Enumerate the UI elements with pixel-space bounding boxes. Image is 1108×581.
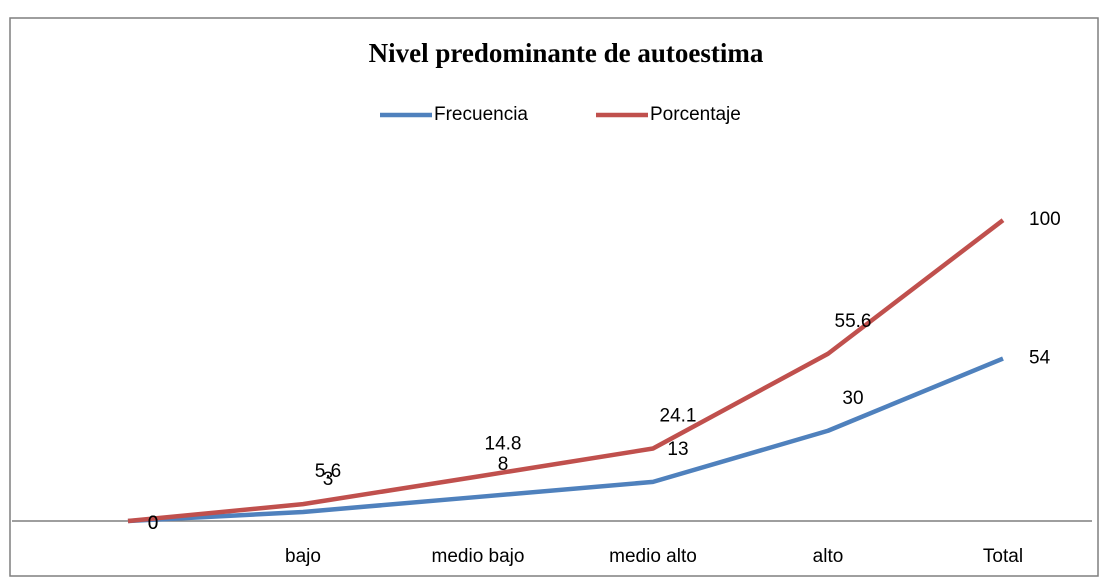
data-label: 55.6 (835, 311, 872, 332)
chart-frame (9, 17, 1099, 577)
chart-title: Nivel predominante de autoestima (369, 38, 764, 68)
legend-label: Frecuencia (434, 104, 528, 125)
x-tick-label: medio alto (609, 546, 697, 567)
data-label: 0 (148, 513, 159, 534)
data-label: 3 (323, 469, 334, 490)
data-label: 54 (1029, 348, 1051, 369)
x-tick-label: bajo (285, 546, 321, 567)
data-label: 100 (1029, 209, 1061, 230)
x-tick-label: medio bajo (432, 546, 525, 567)
data-label: 8 (498, 454, 509, 475)
legend-label: Porcentaje (650, 104, 741, 125)
series-line (127, 218, 1005, 524)
series-line (127, 356, 1004, 524)
x-tick-label: alto (813, 546, 844, 567)
x-tick-label: Total (983, 546, 1023, 567)
data-label: 24.1 (660, 406, 697, 427)
data-label: 5.6 (315, 461, 341, 482)
data-label: 14.8 (485, 433, 522, 454)
data-label: 13 (667, 439, 688, 460)
data-label: 30 (842, 388, 863, 409)
data-label: 0 (148, 513, 159, 534)
